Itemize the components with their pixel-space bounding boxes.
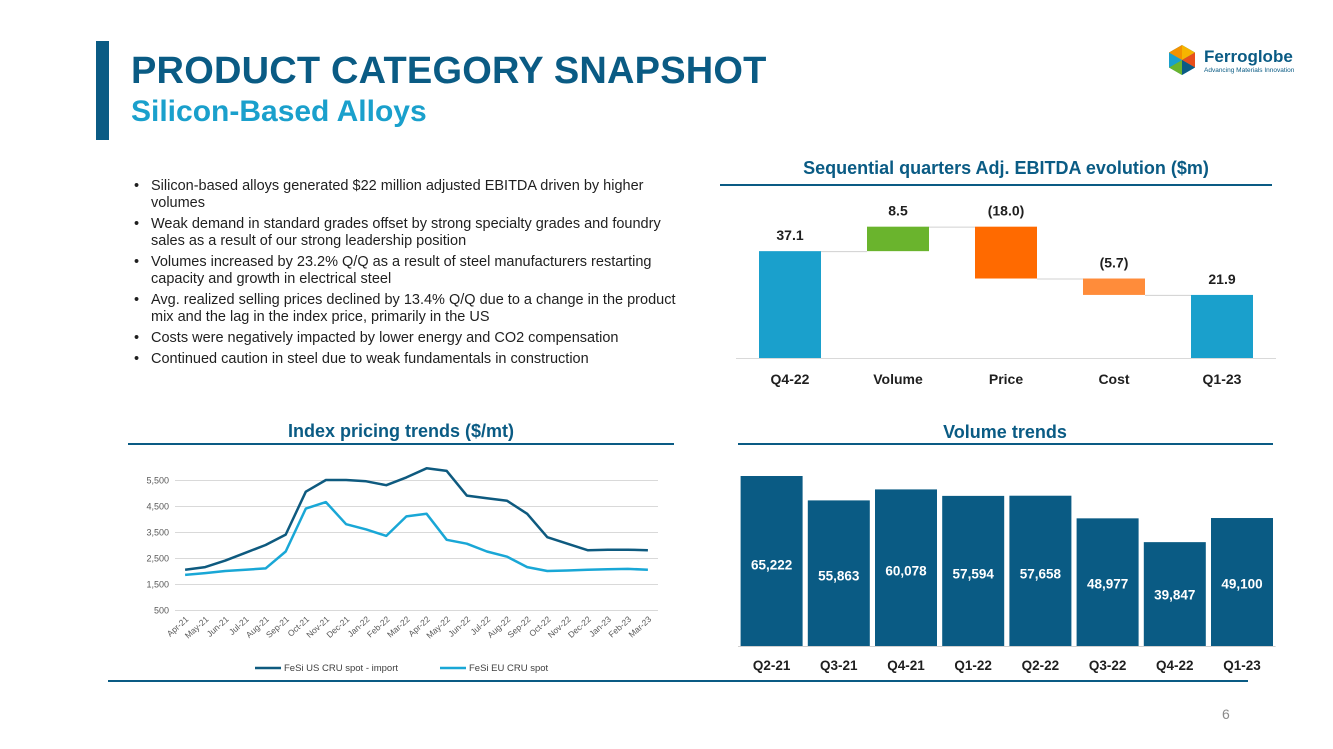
logo-tagline: Advancing Materials Innovation [1204,67,1295,74]
page-title: PRODUCT CATEGORY SNAPSHOT [131,50,767,92]
waterfall-value-label: 8.5 [888,203,908,219]
volume-bar [942,495,1005,646]
volume-category-label: Q4-22 [1156,658,1194,673]
volume-bar [1076,518,1139,646]
waterfall-bar [1083,278,1145,295]
line-chart: 5001,5002,5003,5004,5005,500Apr-21May-21… [146,467,658,674]
volume-chart-title: Volume trends [943,422,1067,442]
volume-bar-chart: 65,222 Q2-21 55,863 Q3-21 60,078 Q4-21 57,594 Q… [738,476,1276,673]
line-chart-xtick-label: Mar-22 [385,614,412,640]
volume-category-label: Q3-22 [1089,658,1127,673]
legend-label: FeSi US CRU spot - import [284,663,398,674]
volume-category-label: Q1-22 [954,658,992,673]
volume-value-label: 48,977 [1087,577,1128,592]
logo-mark-icon [1169,45,1195,75]
bullet-item: Avg. realized selling prices declined by… [131,292,681,326]
line-chart-xtick-label: Jun-22 [446,614,472,639]
volume-category-label: Q3-21 [820,658,858,673]
volume-bar [807,500,870,646]
waterfall-bar [1191,294,1253,358]
volume-bar [740,476,803,646]
legend-label: FeSi EU CRU spot [469,663,549,674]
footer-rule [108,680,1248,682]
bullet-list: Silicon-based alloys generated $22 milli… [131,178,681,372]
waterfall-bar [975,226,1037,279]
line-chart-xtick-label: Sep-22 [505,614,532,640]
waterfall-title-rule [720,184,1272,186]
volume-value-label: 65,222 [751,558,792,573]
volume-value-label: 55,863 [818,568,860,583]
line-chart-ytick-label: 1,500 [146,580,169,590]
waterfall-bar [759,251,821,358]
waterfall-value-label: (18.0) [988,203,1025,219]
page-number: 6 [1222,706,1230,722]
line-chart-ytick-label: 2,500 [146,554,169,564]
waterfall-category-label: Cost [1098,371,1129,387]
line-chart-ytick-label: 500 [154,606,169,616]
volume-bar [875,489,937,646]
ferroglobe-logo: Ferroglobe Advancing Materials Innovatio… [1166,42,1306,82]
waterfall-category-label: Price [989,371,1023,387]
volume-value-label: 49,100 [1221,576,1262,591]
line-chart-xtick-label: Dec-21 [324,614,351,640]
line-chart-xtick-label: Jun-21 [205,614,231,639]
waterfall-value-label: 21.9 [1208,271,1235,287]
bullet-item: Silicon-based alloys generated $22 milli… [131,178,681,212]
line-chart-title: Index pricing trends ($/mt) [287,421,515,441]
title-accent-bar [96,41,109,140]
line-chart-ytick-label: 3,500 [146,528,169,538]
line-series-us [184,467,648,571]
line-chart-title-rule [128,443,674,445]
volume-category-label: Q1-23 [1223,658,1261,673]
waterfall-value-label: (5.7) [1100,255,1129,271]
line-chart-xtick-label: Sep-21 [264,614,291,640]
volume-value-label: 57,658 [1020,566,1062,581]
volume-category-label: Q4-21 [887,658,925,673]
volume-value-label: 57,594 [953,566,995,581]
volume-bar [1143,542,1206,646]
volume-category-label: Q2-21 [753,658,791,673]
waterfall-category-label: Q4-22 [771,371,810,387]
volume-bar [1211,518,1273,646]
bullet-item: Continued caution in steel due to weak f… [131,351,681,368]
volume-category-label: Q2-22 [1022,658,1060,673]
volume-value-label: 60,078 [885,564,927,579]
line-series-eu [184,500,648,577]
waterfall-bar [867,226,929,252]
line-chart-ytick-label: 4,500 [146,502,169,512]
line-chart-ytick-label: 5,500 [146,476,169,486]
bullet-item: Costs were negatively impacted by lower … [131,330,681,347]
bullet-item: Weak demand in standard grades offset by… [131,216,681,250]
waterfall-chart: 37.1 Q4-22 8.5 Volume (18.0) Price (5.7) Cost 21… [736,203,1276,387]
waterfall-title: Sequential quarters Adj. EBITDA evolutio… [803,158,1209,178]
logo-name: Ferroglobe [1204,47,1293,66]
waterfall-category-label: Q1-23 [1203,371,1242,387]
waterfall-category-label: Volume [873,371,923,387]
volume-chart-title-rule [738,443,1273,445]
volume-value-label: 39,847 [1154,587,1195,602]
line-chart-xtick-label: Dec-22 [566,614,593,640]
volume-bar [1009,495,1072,646]
line-chart-xtick-label: Mar-23 [627,614,654,640]
waterfall-value-label: 37.1 [776,227,803,243]
bullet-item: Volumes increased by 23.2% Q/Q as a resu… [131,254,681,288]
page-subtitle: Silicon-Based Alloys [131,95,427,128]
